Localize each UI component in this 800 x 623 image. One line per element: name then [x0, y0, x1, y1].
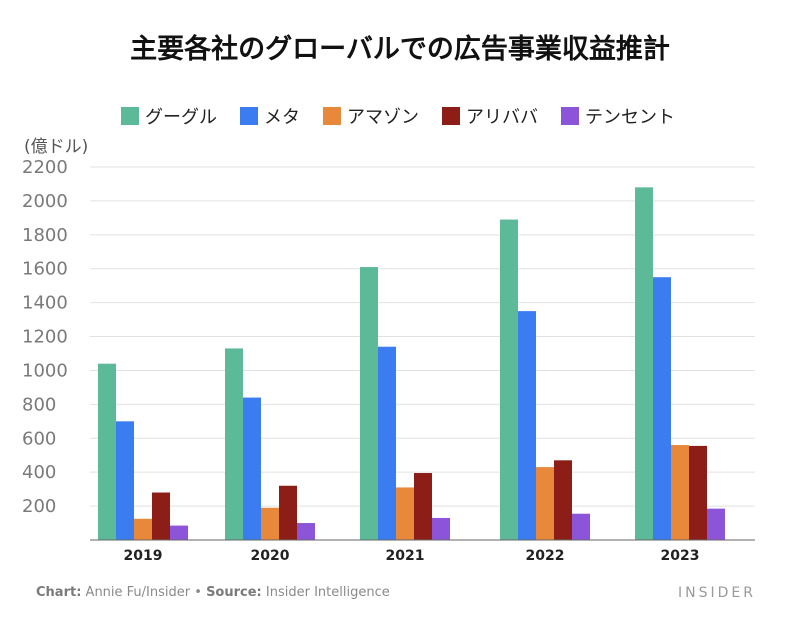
legend-swatch	[442, 107, 460, 125]
bar-2019-1	[116, 421, 134, 540]
y-tick-label: 600	[22, 428, 56, 449]
legend-swatch	[561, 107, 579, 125]
y-tick-label: 1400	[22, 293, 68, 314]
bar-2020-3	[279, 485, 297, 540]
y-tick-label: 400	[22, 462, 56, 483]
source-name: Insider Intelligence	[265, 585, 390, 600]
bar-2023-1	[653, 277, 671, 540]
bar-2023-4	[707, 508, 725, 540]
bar-2022-4	[572, 513, 590, 540]
bar-2022-3	[554, 460, 572, 540]
y-tick-label: 1000	[22, 360, 68, 381]
bars	[98, 187, 725, 541]
chart-author: Annie Fu/Insider	[85, 585, 191, 600]
legend-label: アマゾン	[347, 107, 419, 128]
y-tick-label: 200	[22, 496, 56, 517]
bar-chart: 200 400 600 800 1000 1200 1400 1600 1800 2000 2200…	[22, 157, 755, 564]
legend-swatch	[240, 107, 258, 125]
footer-separator: •	[194, 585, 202, 600]
x-tick-label: 2019	[124, 548, 163, 564]
y-tick-label: 2200	[22, 157, 68, 178]
legend-item-3: アリババ	[442, 103, 538, 129]
legend-swatch	[121, 107, 139, 125]
legend-item-2: アマゾン	[323, 103, 419, 129]
y-tick-label: 800	[22, 394, 56, 415]
x-tick-labels: 2019 2020 2021 2022 2023	[124, 548, 700, 564]
chart-credit-label: Chart:	[36, 585, 82, 600]
legend-label: グーグル	[145, 107, 217, 128]
bar-2019-3	[152, 492, 170, 540]
bar-2020-1	[243, 397, 261, 540]
x-tick-label: 2022	[526, 548, 565, 564]
y-tick-label: 1800	[22, 225, 68, 246]
legend-item-0: グーグル	[121, 103, 217, 129]
bar-2020-0	[225, 348, 243, 540]
legend-item-1: メタ	[240, 103, 300, 129]
legend-swatch	[323, 107, 341, 125]
bar-2022-2	[536, 467, 554, 540]
legend-label: メタ	[264, 107, 300, 128]
y-axis-label: (億ドル)	[24, 137, 89, 157]
x-tick-label: 2021	[386, 548, 425, 564]
bar-2021-2	[396, 487, 414, 540]
bar-2023-0	[635, 187, 653, 540]
bar-2023-2	[671, 445, 689, 540]
bar-2021-4	[432, 517, 450, 540]
bar-2021-0	[360, 267, 378, 540]
bar-2021-1	[378, 346, 396, 540]
legend-label: テンセント	[585, 107, 675, 128]
legend-item-4: テンセント	[561, 103, 675, 129]
chart-legend: グーグル メタ アマゾン アリババ テンセント	[121, 104, 698, 128]
bar-2019-4	[170, 525, 188, 540]
source-label: Source:	[206, 585, 262, 600]
y-tick-label: 2000	[22, 191, 68, 212]
bar-2021-3	[414, 473, 432, 540]
y-tick-labels: 200 400 600 800 1000 1200 1400 1600 1800 2000 2200	[22, 157, 68, 517]
bar-2022-1	[518, 311, 536, 540]
y-tick-label: 1600	[22, 259, 68, 280]
bar-2019-2	[134, 518, 152, 540]
bar-2019-0	[98, 363, 116, 540]
bar-2020-2	[261, 507, 279, 540]
y-tick-label: 1200	[22, 327, 68, 348]
legend-label: アリババ	[466, 107, 538, 128]
bar-2020-4	[297, 523, 315, 540]
chart-footer: Chart: Annie Fu/Insider • Source: Inside…	[36, 585, 390, 600]
x-tick-label: 2020	[251, 548, 290, 564]
x-tick-label: 2023	[661, 548, 700, 564]
chart-title: 主要各社のグローバルでの広告事業収益推計	[130, 34, 670, 65]
insider-logo: INSIDER	[678, 585, 756, 601]
bar-2022-0	[500, 219, 518, 541]
bar-2023-3	[689, 445, 707, 540]
